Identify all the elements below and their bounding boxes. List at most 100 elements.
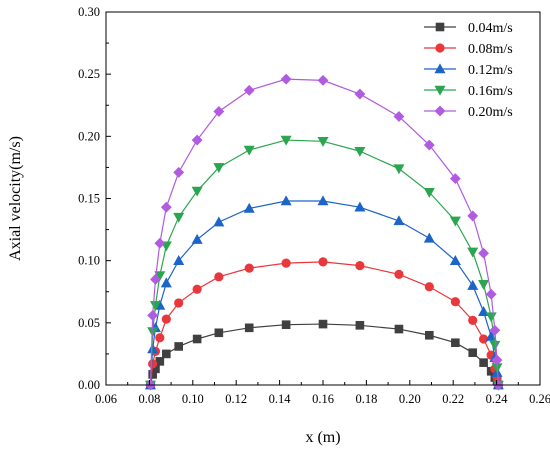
data-point [449,216,461,227]
data-point [489,340,501,351]
data-point [281,320,291,329]
data-point [243,145,255,156]
data-point [355,321,365,330]
data-point [467,279,479,290]
data-point [173,255,185,265]
legend-item: 0.08m/s [424,42,513,57]
data-point [424,282,434,292]
data-point [244,323,254,333]
data-point [317,74,329,86]
data-point [479,358,488,367]
x-tick-label: 0.14 [269,392,292,406]
data-point [191,233,203,244]
series-line [149,200,499,386]
data-point [214,328,224,338]
x-tick-label: 0.24 [486,392,509,406]
data-point [451,338,460,348]
x-tick-label: 0.06 [95,392,117,406]
data-point [173,166,185,178]
series-0 [146,319,503,390]
y-axis-title: Axial velocity(m/s) [7,136,24,261]
data-point [491,354,503,366]
legend: 0.04m/s 0.08m/s 0.12m/s 0.16m/s 0.20m/s [424,21,513,120]
data-point [423,187,435,198]
y-tick-label: 0.00 [78,378,100,392]
data-point [478,334,489,344]
legend-label: 0.12m/s [468,63,513,78]
data-point [467,210,479,222]
data-point [317,137,329,147]
data-point [192,284,202,294]
x-tick-label: 0.08 [138,392,160,406]
data-point [317,195,329,206]
x-axis-title: x (m) [305,429,340,446]
legend-label: 0.20m/s [468,105,513,120]
y-tick-label: 0.10 [78,254,100,268]
data-point [449,173,461,185]
series-layer [144,73,504,391]
data-point [280,73,292,85]
y-tick-label: 0.20 [78,129,100,143]
data-point [468,348,478,357]
data-point [213,216,225,227]
legend-marker [434,105,446,117]
data-point [243,202,255,213]
data-point [214,272,224,282]
y-tick-label: 0.25 [78,67,100,81]
data-point [423,139,435,151]
data-point [162,349,171,359]
data-point [318,257,328,267]
x-tick-label: 0.12 [225,392,247,406]
legend-marker [434,85,446,96]
series-4 [145,73,504,391]
data-point [354,88,366,100]
data-point [281,258,291,268]
data-point [423,232,435,243]
legend-item: 0.16m/s [424,84,513,99]
data-point [485,312,497,323]
data-point [318,319,328,329]
data-point [485,288,497,300]
legend-marker [435,43,445,53]
data-point [191,134,203,146]
legend-item: 0.12m/s [424,63,513,78]
data-point [393,111,405,122]
data-point [161,314,171,324]
y-tick-label: 0.15 [78,192,100,206]
data-point [147,309,159,321]
data-point [244,263,254,273]
data-point [280,135,292,146]
data-point [173,212,185,223]
data-point [213,106,225,117]
data-point [280,195,292,206]
data-point [355,261,365,271]
x-tick-label: 0.20 [399,392,421,406]
legend-label: 0.08m/s [468,42,513,57]
y-axis: 0.00 0.05 0.10 0.15 0.20 0.25 0.30 [78,5,111,392]
data-point [243,84,255,96]
legend-label: 0.04m/s [468,21,513,36]
data-point [449,255,461,265]
data-point [489,324,501,336]
data-point [467,247,479,258]
data-point [478,247,490,259]
data-point [174,298,184,308]
x-axis: 0.06 0.08 0.10 0.12 0.14 0.16 0.18 0.20 0.22 0.24… [95,380,550,406]
data-point [150,273,161,285]
data-point [160,277,172,288]
y-tick-label: 0.30 [78,5,100,19]
series-line [149,323,499,386]
data-point [154,237,166,249]
x-tick-label: 0.22 [442,392,464,406]
y-tick-label: 0.05 [78,316,100,330]
legend-item: 0.20m/s [424,105,513,120]
data-point [213,163,225,174]
data-point [148,359,158,369]
series-line [149,78,499,386]
x-tick-label: 0.18 [355,392,377,406]
legend-marker [435,22,445,32]
data-point [478,279,490,290]
data-point [478,306,490,316]
data-point [174,342,183,351]
